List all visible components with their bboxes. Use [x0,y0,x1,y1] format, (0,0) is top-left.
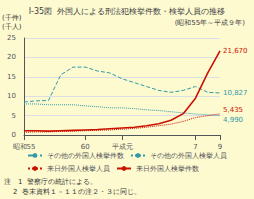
svg-text:4,990: 4,990 [223,116,243,124]
svg-text:その他の外国人検挙件数: その他の外国人検挙件数 [47,152,124,160]
svg-text:(千件): (千件) [2,14,22,22]
svg-text:60: 60 [81,143,90,151]
svg-text:15: 15 [7,73,16,81]
svg-text:5,435: 5,435 [223,106,243,114]
svg-text:その他の外国人検挙人員: その他の外国人検挙人員 [150,152,227,160]
svg-text:来日外国人検挙件数: 来日外国人検挙件数 [136,165,199,173]
svg-text:20: 20 [7,53,16,61]
svg-text:(千人): (千人) [2,23,22,31]
svg-text:昭和55: 昭和55 [13,143,36,151]
svg-text:2 巻末資料１－１１の注２・３に同じ。: 2 巻末資料１－１１の注２・３に同じ。 [4,188,141,196]
svg-text:5: 5 [12,112,16,120]
svg-text:9: 9 [218,143,222,151]
svg-text:10,827: 10,827 [223,89,248,97]
svg-text:0: 0 [12,131,16,139]
svg-text:注 1 警察庁の統計による。: 注 1 警察庁の統計による。 [4,178,97,186]
svg-text:21,670: 21,670 [223,47,248,55]
svg-text:25: 25 [7,34,16,42]
svg-text:平成元: 平成元 [112,143,133,151]
svg-text:(昭和55年～平成９年): (昭和55年～平成９年) [175,19,246,27]
svg-text:7: 7 [193,143,197,151]
svg-text:来日外国人検挙人員: 来日外国人検挙人員 [47,165,110,173]
svg-text:I-35図 外国人による刑法犯検挙件数・検挙人員の推移: I-35図 外国人による刑法犯検挙件数・検挙人員の推移 [29,7,226,16]
svg-text:10: 10 [7,92,16,100]
